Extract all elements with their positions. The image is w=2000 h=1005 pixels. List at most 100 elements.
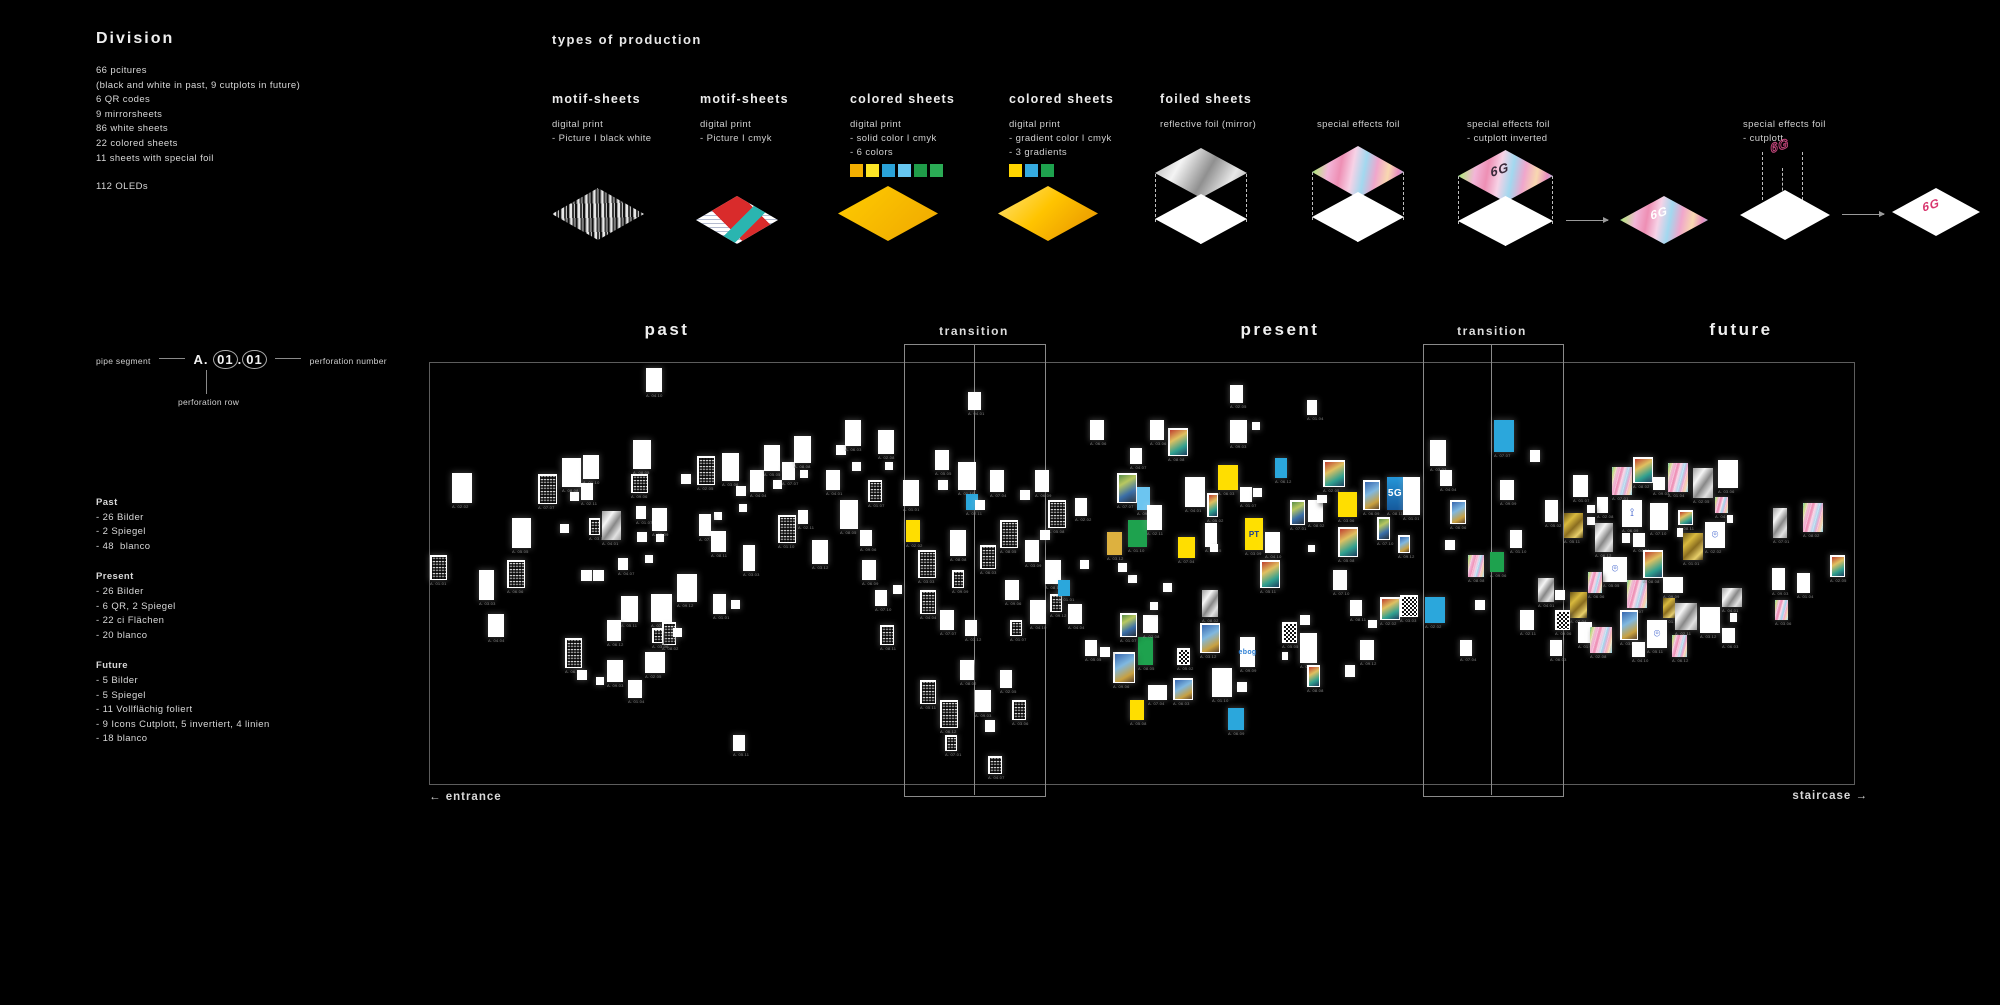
sheet-id-label: A. 07.04	[1460, 657, 1477, 662]
sheet-p: A. 06.12	[565, 638, 582, 674]
sheet-id-label: A. 05.11	[733, 752, 750, 757]
sheet-i: ⌾ A. 02.02	[1705, 522, 1725, 554]
sheet-s	[1253, 488, 1262, 497]
sheet-w: A. 08.11	[1350, 600, 1366, 622]
sheet-h: A. 08.08	[1468, 555, 1484, 583]
sheet-h: A. 01.04	[1668, 463, 1688, 498]
sheet-s	[1727, 515, 1733, 523]
sheet-id-label: A. 09.12	[677, 603, 694, 608]
sheet-s	[1252, 422, 1260, 430]
perforation-row-label: perforation row	[178, 397, 240, 407]
stats-block: Past - 26 Bilder - 2 Spiegel - 48 blanco	[96, 496, 270, 554]
legend-connector-line	[206, 370, 207, 394]
sheet-id-label: A. 08.05	[633, 470, 650, 475]
production-diamond-group	[552, 188, 647, 244]
sheet-id-label: A. 05.02	[1207, 518, 1224, 523]
sheet-id-label: A. 02.05	[1830, 578, 1847, 583]
sheet-id-label: A. 02.11	[1520, 631, 1537, 636]
sheet-s	[1368, 620, 1377, 628]
cut-line-icon	[1155, 174, 1156, 222]
sheet-m: A. 07.01	[1773, 508, 1789, 544]
sheet-p: A. 06.03	[980, 545, 996, 575]
sheet-id-label: A. 03.03	[1430, 467, 1447, 472]
sheet-w: A. 07.04	[1148, 685, 1167, 706]
stats-line: - 22 ci Flächen	[96, 615, 165, 627]
sheet-id-label: A. 02.08	[1590, 654, 1607, 659]
sheet-w: A. 04.07	[1130, 448, 1146, 470]
sheet-id-label: A. 07.01	[945, 752, 962, 757]
production-diamond-group	[696, 196, 781, 246]
sheet-h: A. 04.07	[1715, 497, 1731, 519]
sheet-p: A. 09.12	[1050, 594, 1066, 618]
sheet-s	[985, 720, 995, 732]
sheet-id-label: A. 01.07	[1240, 503, 1257, 508]
sheet-m: A. 08.02	[1202, 590, 1218, 623]
sheet-w: A. 04.01	[968, 392, 984, 416]
production-column-sub: - gradient color I cmyk	[1009, 133, 1112, 144]
sheet-w: A. 01.01	[1403, 477, 1420, 521]
sheet-logo-text: ebog	[1238, 648, 1257, 656]
sheet-w: A. 03.06	[1718, 460, 1738, 494]
sheet-id-label: A. 02.02	[1075, 517, 1092, 522]
sheet-id-label: A. 02.11	[966, 511, 983, 516]
sheet-s	[1080, 560, 1089, 569]
sheet-w: A. 06.06	[1090, 420, 1106, 446]
cutplot-icon: ⟟	[1629, 507, 1635, 519]
sheet-id-label: A. 05.08	[1130, 721, 1147, 726]
sheet-w: A. 01.07	[636, 506, 652, 525]
sheet-w: A. 07.07	[940, 610, 956, 636]
sheet-id-label: A. 01.10	[778, 544, 795, 549]
sheet-id-label: A. 01.10	[1510, 549, 1527, 554]
diamond-white-icon	[1155, 194, 1247, 244]
sheet-s	[1150, 602, 1158, 610]
color-swatch	[930, 164, 943, 177]
sheet-w: A. 04.04	[1440, 470, 1456, 492]
sheet-q: A. 05.05	[1282, 622, 1298, 649]
sheet-w: A. 04.04	[488, 614, 504, 643]
sheet-g: A. 08.05	[1138, 637, 1154, 671]
sheet-id-label: A. 04.01	[1185, 508, 1202, 513]
sheet-id-label: A. 01.01	[1058, 597, 1075, 602]
sheet-g: A. 09.06	[1490, 552, 1506, 578]
sheet-id-label: A. 02.05	[1230, 404, 1247, 409]
sheet-id-label: A. 03.06	[1338, 518, 1355, 523]
sheet-id-label: A. 02.02	[1425, 624, 1442, 629]
sheet-id-label: A. 07.01	[1290, 526, 1307, 531]
sheet-id-label: A. 01.04	[1668, 493, 1685, 498]
sheet-id-label: A. 08.02	[1202, 618, 1219, 623]
sheet-p: A. 07.07	[538, 474, 557, 510]
sheet-w: A. 03.06	[1150, 420, 1166, 446]
sheet-id-label: A. 07.10	[1650, 531, 1667, 536]
sheet-s	[1530, 450, 1540, 462]
stats-line: - 26 Bilder	[96, 585, 144, 597]
sheet-w: A. 07.10	[1333, 570, 1349, 596]
sheet-id-label: A. 03.03	[918, 579, 935, 584]
sheet-w: A. 02.02	[1075, 498, 1091, 522]
sheet-id-label: A. 02.11	[1675, 631, 1692, 636]
sheet-c: A. 08.11	[1678, 510, 1694, 531]
division-line: 11 sheets with special foil	[96, 152, 214, 164]
sheet-w: A. 03.12	[965, 620, 981, 642]
sheet-s	[1163, 583, 1172, 592]
sheet-id-label: A. 09.03	[607, 683, 624, 688]
sheet-id-label: A. 09.09	[952, 589, 969, 594]
sheet-id-label: A. 06.09	[1622, 528, 1639, 533]
stats-line: - 20 blanco	[96, 629, 148, 641]
sheet-s	[938, 480, 948, 490]
sheet-id-label: A. 03.06	[1150, 441, 1167, 446]
color-swatch	[882, 164, 895, 177]
sheet-s	[885, 462, 893, 470]
production-title: types of production	[552, 32, 702, 47]
production-column-sub: reflective foil (mirror)	[1160, 119, 1257, 130]
sheet-id-label: A. 06.03	[1218, 491, 1235, 496]
diamond-white-icon	[1458, 196, 1553, 246]
sheet-id-label: A. 02.02	[906, 543, 923, 548]
pipe-segment-legend: pipe segment A. 01. 01 perforation number	[96, 350, 387, 369]
production-column-header: motif-sheets	[700, 92, 789, 106]
stats-title: Future	[96, 660, 128, 672]
sheet-id-label: A. 05.11	[621, 623, 638, 628]
sheet-w: A. 04.01	[826, 470, 842, 496]
sheet-b: A. 01.01	[1058, 580, 1074, 602]
cut-line-icon	[1552, 176, 1553, 224]
production-column-sub: - 6 colors	[850, 147, 894, 158]
